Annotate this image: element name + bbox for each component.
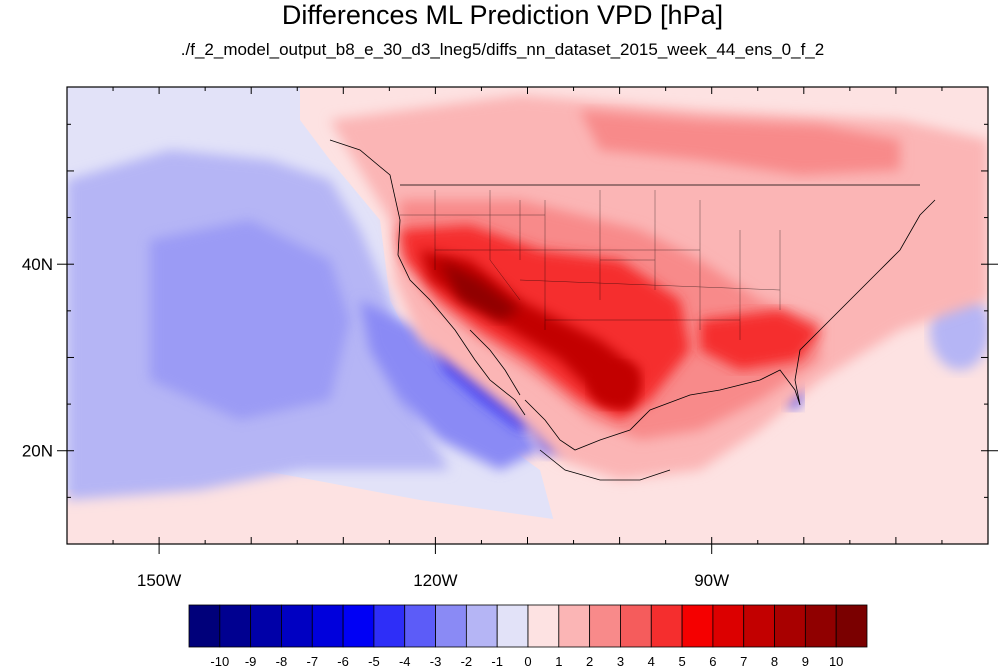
colorbar-label: -4 (399, 654, 411, 669)
colorbar-swatch (435, 604, 467, 648)
colorbar-label: 10 (829, 654, 843, 669)
colorbar-swatch (250, 604, 282, 648)
colorbar-label: 9 (802, 654, 809, 669)
colorbar-label: -7 (306, 654, 318, 669)
colorbar-label: -8 (276, 654, 288, 669)
colorbar-swatch (373, 604, 406, 648)
map-subtitle: ./f_2_model_output_b8_e_30_d3_lneg5/diff… (180, 40, 825, 59)
colorbar-label: 1 (555, 654, 562, 669)
colorbar-label: 2 (586, 654, 593, 669)
colorbar-swatch (527, 604, 560, 648)
lon-tick-label: 90W (694, 571, 729, 590)
map-title: Differences ML Prediction VPD [hPa] (281, 0, 724, 30)
colorbar-label: 8 (771, 654, 778, 669)
colorbar-swatch (465, 604, 498, 648)
lon-tick-label: 150W (137, 571, 181, 590)
colorbar-label: 0 (524, 654, 531, 669)
colorbar-label: -2 (461, 654, 473, 669)
colorbar-swatch (311, 604, 344, 648)
colorbar-swatch (404, 604, 436, 648)
colorbar-label: 4 (648, 654, 655, 669)
colorbar-label: -5 (368, 654, 380, 669)
colorbar-label: -9 (245, 654, 257, 669)
colorbar-swatch (712, 604, 745, 648)
colorbar-swatch (620, 604, 652, 648)
colorbar-swatch (558, 604, 591, 648)
axis-labels: 40N 20N 150W 120W 90W (22, 255, 729, 590)
colorbar-swatch (650, 604, 683, 648)
colorbar-label: -3 (430, 654, 442, 669)
colorbar-label: 6 (709, 654, 716, 669)
colorbar-swatch (281, 604, 313, 648)
colorbar-swatch (589, 604, 621, 648)
state-borders (400, 190, 781, 340)
colorbar-label: -6 (337, 654, 349, 669)
colorbar-label: 5 (678, 654, 685, 669)
colorbar-swatch (496, 604, 529, 648)
colorbar-swatch (804, 604, 837, 648)
lon-tick-label: 120W (413, 571, 457, 590)
colorbar: -10 -9 -8 -7 -6 -5 -4 -3 -2 -1 0 1 2 3 4 5 6 7 8 9 10 (188, 604, 868, 669)
colorbar-label: -10 (210, 654, 229, 669)
colorbar-label: 3 (617, 654, 624, 669)
lat-tick-label: 40N (22, 255, 53, 274)
colorbar-swatch (835, 604, 868, 648)
colorbar-swatch (219, 604, 252, 648)
colorbar-swatch (342, 604, 375, 648)
colorbar-swatch (188, 604, 221, 648)
colorbar-swatch (743, 604, 775, 648)
colorbar-label: 7 (740, 654, 747, 669)
colorbar-swatch (681, 604, 714, 648)
colorbar-swatch (774, 604, 806, 648)
map-field (67, 87, 988, 544)
coastlines (329, 139, 936, 481)
colorbar-label: -1 (491, 654, 503, 669)
axis-ticks (57, 87, 998, 554)
lat-tick-label: 20N (22, 442, 53, 461)
